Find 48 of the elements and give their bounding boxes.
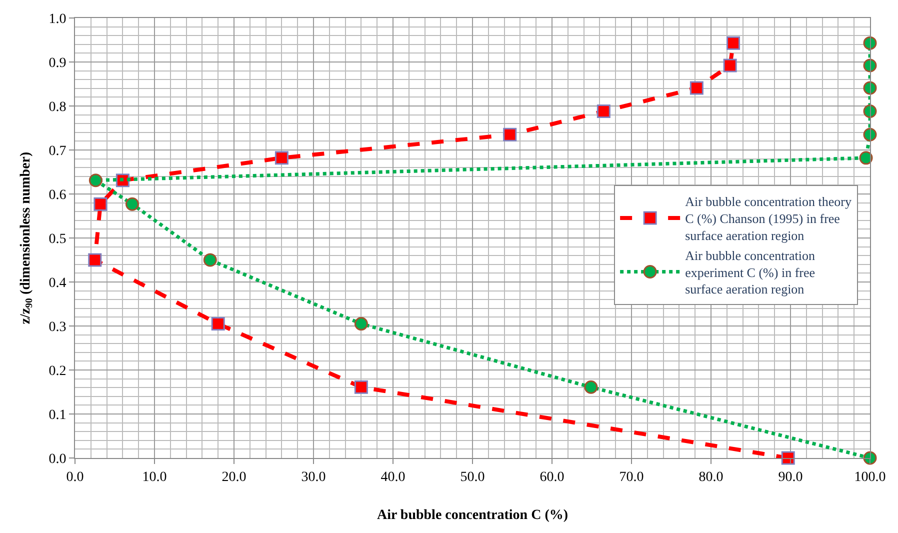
legend-label: Air bubble concentration experiment C (%) in free surface aeration region [685, 248, 816, 297]
point [863, 104, 877, 118]
y-tick-label: 1.0 [48, 12, 66, 27]
x-tick-label: 40.0 [380, 470, 406, 485]
point [863, 58, 877, 72]
x-tick-label: 70.0 [619, 470, 644, 485]
y-tick-label: 0.5 [48, 232, 66, 247]
point [503, 128, 517, 142]
point [859, 151, 873, 165]
point [274, 151, 288, 165]
point [94, 197, 108, 211]
point [726, 36, 740, 50]
point [723, 58, 737, 72]
point [354, 317, 368, 331]
x-tick-label: 10.0 [142, 470, 167, 485]
point [863, 128, 877, 142]
y-tick-label: 0.6 [48, 188, 66, 203]
point [690, 81, 704, 95]
point [863, 36, 877, 50]
y-tick-label: 0.0 [48, 452, 66, 467]
x-tick-label: 80.0 [698, 470, 724, 485]
point [863, 451, 877, 465]
x-tick-label: 60.0 [540, 470, 564, 485]
point [211, 317, 225, 331]
x-axis-title: Air bubble concentration C (%) [376, 508, 568, 524]
x-tick-label: 50.0 [460, 470, 485, 485]
y-tick-label: 0.7 [48, 144, 66, 159]
point [584, 380, 598, 394]
point [203, 253, 217, 267]
y-tick-label: 0.3 [48, 320, 66, 335]
point [88, 253, 102, 267]
legend-label: Air bubble concentration theory C (%) Chanson (1995) in free surface aeration region [685, 194, 852, 244]
x-tick-label: 0.0 [66, 470, 84, 485]
x-tick-label: 100.0 [854, 470, 886, 485]
x-tick-label: 90.0 [778, 470, 803, 485]
x-tick-label: 20.0 [222, 470, 246, 485]
point [354, 380, 368, 394]
y-tick-label: 0.9 [48, 56, 66, 71]
point [781, 451, 795, 465]
y-tick-label: 0.1 [48, 408, 66, 423]
point [596, 104, 610, 118]
point [125, 197, 139, 211]
x-tick-label: 30.0 [301, 470, 326, 485]
point [88, 174, 102, 188]
y-tick-label: 0.2 [48, 364, 66, 379]
point [863, 81, 877, 95]
y-tick-label: 0.4 [48, 276, 66, 291]
y-tick-label: 0.8 [48, 100, 66, 115]
